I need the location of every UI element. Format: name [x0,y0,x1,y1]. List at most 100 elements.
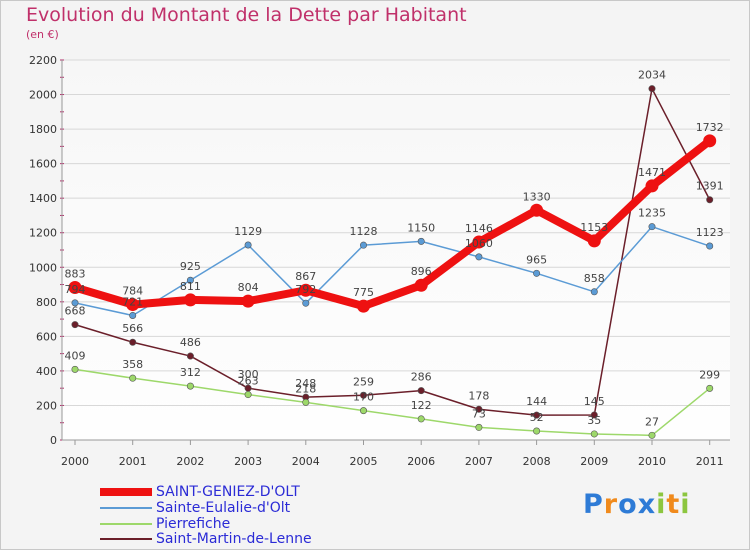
legend-entry-sainte-eulalie-d-olt: Sainte-Eulalie-d'Olt [100,500,290,516]
x-tick-label: 2002 [176,455,204,468]
data-label: 896 [411,265,432,278]
data-label: 792 [295,283,316,296]
y-tick-label: 1000 [29,261,57,274]
data-point [472,235,486,249]
data-label: 1235 [638,207,666,220]
y-tick-label: 200 [36,399,57,412]
data-point [417,415,425,423]
legend-entry-saint-martin-de-lenne: Saint-Martin-de-Lenne [100,531,312,547]
series-line [74,225,711,317]
data-point [533,427,541,435]
data-label: 867 [295,270,316,283]
data-label: 775 [353,286,374,299]
data-label: 1153 [580,221,608,234]
data-point [299,283,313,297]
data-point [68,280,82,294]
data-label: 218 [295,382,316,395]
data-label: 73 [472,407,486,420]
y-tick-label: 2000 [29,89,57,102]
data-label: 1146 [465,222,493,235]
data-label: 668 [65,305,86,318]
data-point [71,321,79,329]
x-tick-label: 2003 [234,455,262,468]
x-tick-label: 2011 [696,455,724,468]
data-point [648,85,656,93]
data-point [359,407,367,415]
data-point [706,242,714,250]
data-point [126,298,140,312]
x-tick-label: 2005 [350,455,378,468]
data-label: 300 [238,368,259,381]
data-point [706,384,714,392]
y-tick-label: 800 [36,296,57,309]
data-point [302,299,310,307]
legend-entry-pierrefiche: Pierrefiche [100,516,230,532]
data-point [648,431,656,439]
legend-swatch [100,507,152,509]
data-label: 35 [587,414,601,427]
data-label: 145 [584,395,605,408]
data-point [244,391,252,399]
data-label: 27 [645,415,659,428]
data-point [71,299,79,307]
data-point [648,223,656,231]
data-point [357,299,370,313]
data-point [590,411,598,419]
proxiti-logo: Proxiti [583,489,691,520]
data-label: 1150 [407,221,435,234]
data-point [530,203,544,217]
data-label: 259 [353,375,374,388]
legend-label: Pierrefiche [156,516,231,532]
logo-letter: r [603,489,619,520]
data-point [359,391,367,399]
data-point [71,365,79,373]
data-label: 858 [584,272,605,285]
data-label: 286 [411,371,432,384]
series-line [71,136,714,311]
data-point [359,241,367,249]
data-point [241,294,255,308]
legend-swatch [100,523,152,525]
data-point [533,269,541,277]
data-label: 248 [295,377,316,390]
data-label: 1060 [465,237,493,250]
data-point [703,134,717,148]
data-label: 170 [353,391,374,404]
x-tick-label: 2000 [61,455,89,468]
logo-letter: P [583,489,604,520]
data-label: 122 [411,399,432,412]
logo-letter: i [656,489,667,520]
data-label: 263 [238,375,259,388]
data-label: 1123 [696,226,724,239]
data-point [706,196,714,204]
data-label: 784 [122,285,143,298]
data-point [475,423,483,431]
series-line [74,87,711,416]
y-tick-label: 1800 [29,123,57,136]
x-tick-label: 2010 [638,455,666,468]
data-point [645,179,659,193]
x-tick-label: 2008 [523,455,551,468]
data-label: 2034 [638,69,666,82]
data-point [186,382,194,390]
data-point [302,398,310,406]
legend-swatch [100,538,152,540]
data-point [475,405,483,413]
legend-swatch [100,488,152,496]
y-tick-label: 600 [36,330,57,343]
data-point [417,387,425,395]
data-label: 1732 [696,121,724,134]
data-point [244,241,252,249]
chart-unit: (en €) [26,28,59,41]
data-point [590,430,598,438]
x-tick-label: 2007 [465,455,493,468]
y-tick-label: 1600 [29,158,57,171]
data-label: 794 [65,283,86,296]
legend-label: Sainte-Eulalie-d'Olt [156,500,291,516]
data-label: 1128 [350,225,378,238]
series-line [74,368,711,437]
data-label: 144 [526,395,547,408]
y-tick-label: 1400 [29,192,57,205]
plot-area [62,60,730,440]
